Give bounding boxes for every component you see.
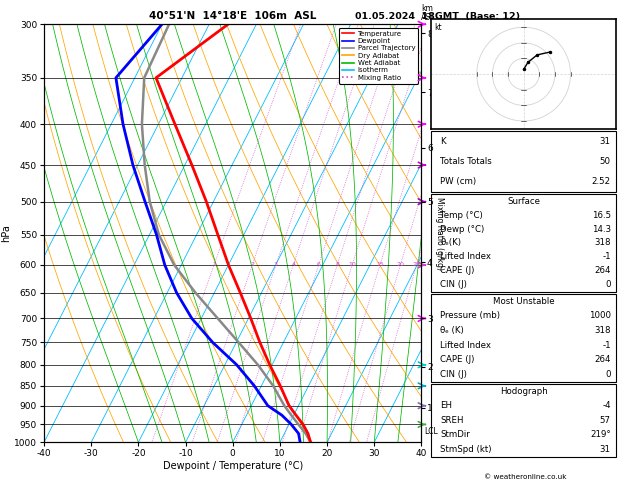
Title: 40°51'N  14°18'E  106m  ASL: 40°51'N 14°18'E 106m ASL bbox=[149, 11, 316, 21]
Text: 1000: 1000 bbox=[589, 312, 611, 320]
Text: 57: 57 bbox=[600, 416, 611, 425]
Text: CIN (J): CIN (J) bbox=[440, 280, 467, 289]
Text: 3: 3 bbox=[274, 262, 278, 267]
Text: 0: 0 bbox=[605, 370, 611, 379]
Text: 16.5: 16.5 bbox=[592, 211, 611, 220]
Text: 31: 31 bbox=[600, 445, 611, 454]
Text: 264: 264 bbox=[594, 266, 611, 275]
Text: 2: 2 bbox=[250, 262, 254, 267]
Text: -1: -1 bbox=[602, 252, 611, 261]
Text: 15: 15 bbox=[376, 262, 384, 267]
Text: Pressure (mb): Pressure (mb) bbox=[440, 312, 500, 320]
Text: 0: 0 bbox=[605, 280, 611, 289]
Text: 10: 10 bbox=[348, 262, 356, 267]
Text: 1: 1 bbox=[212, 262, 216, 267]
Text: Dewp (°C): Dewp (°C) bbox=[440, 225, 484, 234]
Text: PW (cm): PW (cm) bbox=[440, 177, 476, 186]
Text: θₑ (K): θₑ (K) bbox=[440, 326, 464, 335]
Text: 50: 50 bbox=[600, 157, 611, 166]
Text: 31: 31 bbox=[600, 137, 611, 146]
Text: -4: -4 bbox=[602, 401, 611, 410]
Text: 2.52: 2.52 bbox=[592, 177, 611, 186]
Text: 264: 264 bbox=[594, 355, 611, 364]
Text: 01.05.2024  18GMT  (Base: 12): 01.05.2024 18GMT (Base: 12) bbox=[355, 12, 520, 21]
Text: Hodograph: Hodograph bbox=[500, 387, 547, 396]
Text: © weatheronline.co.uk: © weatheronline.co.uk bbox=[484, 474, 567, 480]
Text: EH: EH bbox=[440, 401, 452, 410]
Text: -1: -1 bbox=[602, 341, 611, 349]
Text: Totals Totals: Totals Totals bbox=[440, 157, 492, 166]
Text: 6: 6 bbox=[317, 262, 321, 267]
Text: K: K bbox=[440, 137, 446, 146]
Text: 25: 25 bbox=[413, 262, 420, 267]
Text: LCL: LCL bbox=[424, 427, 438, 436]
Text: 4: 4 bbox=[291, 262, 295, 267]
Text: 219°: 219° bbox=[590, 431, 611, 439]
Text: Most Unstable: Most Unstable bbox=[493, 297, 554, 306]
Text: CAPE (J): CAPE (J) bbox=[440, 266, 474, 275]
Text: Surface: Surface bbox=[507, 197, 540, 206]
Text: Lifted Index: Lifted Index bbox=[440, 252, 491, 261]
Text: Temp (°C): Temp (°C) bbox=[440, 211, 483, 220]
Text: 318: 318 bbox=[594, 326, 611, 335]
Text: StmSpd (kt): StmSpd (kt) bbox=[440, 445, 492, 454]
Text: 14.3: 14.3 bbox=[592, 225, 611, 234]
Text: Lifted Index: Lifted Index bbox=[440, 341, 491, 349]
X-axis label: Dewpoint / Temperature (°C): Dewpoint / Temperature (°C) bbox=[163, 461, 303, 471]
Y-axis label: hPa: hPa bbox=[1, 225, 11, 242]
Text: θₑ(K): θₑ(K) bbox=[440, 239, 461, 247]
Text: StmDir: StmDir bbox=[440, 431, 470, 439]
Text: 8: 8 bbox=[335, 262, 339, 267]
Text: SREH: SREH bbox=[440, 416, 464, 425]
Legend: Temperature, Dewpoint, Parcel Trajectory, Dry Adiabat, Wet Adiabat, Isotherm, Mi: Temperature, Dewpoint, Parcel Trajectory… bbox=[339, 28, 418, 84]
Text: 318: 318 bbox=[594, 239, 611, 247]
Text: CIN (J): CIN (J) bbox=[440, 370, 467, 379]
Y-axis label: Mixing Ratio (g/kg): Mixing Ratio (g/kg) bbox=[435, 197, 444, 270]
Text: km
ASL: km ASL bbox=[421, 4, 436, 22]
Text: kt: kt bbox=[435, 23, 442, 32]
Text: CAPE (J): CAPE (J) bbox=[440, 355, 474, 364]
Text: 20: 20 bbox=[396, 262, 404, 267]
